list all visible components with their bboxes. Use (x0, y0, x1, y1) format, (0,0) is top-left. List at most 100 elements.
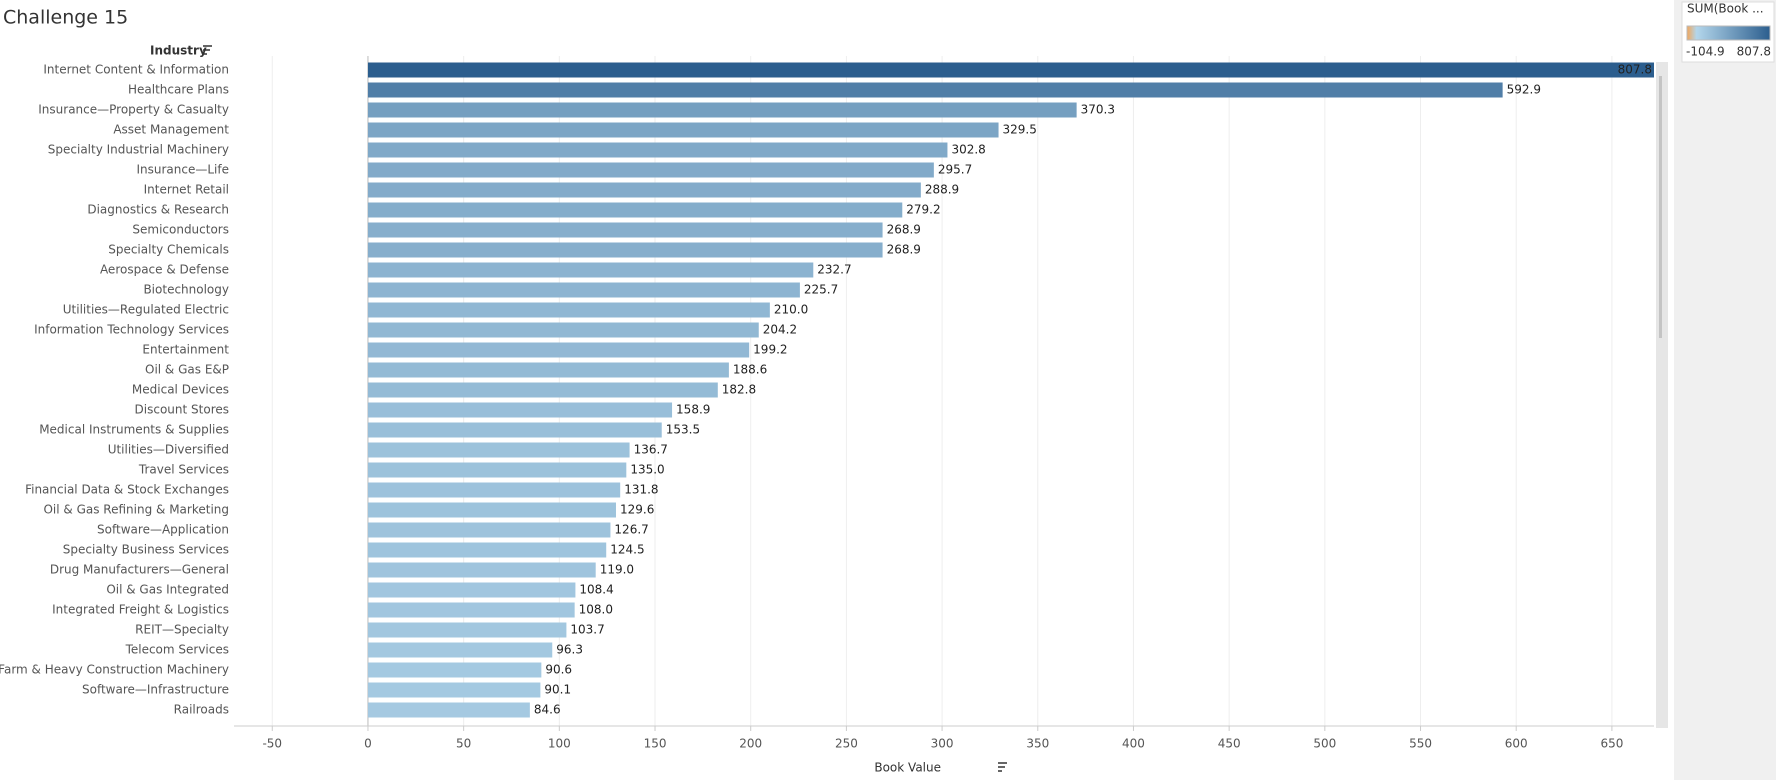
value-label: 108.4 (579, 583, 613, 597)
value-label: 96.3 (556, 643, 583, 657)
y-tick-label: Internet Retail (144, 183, 229, 197)
x-axis-title: Book Value (874, 761, 941, 775)
plot-area (367, 62, 1654, 718)
side-panel (1674, 0, 1776, 780)
x-tick-label: 550 (1409, 737, 1432, 751)
value-label: 807.8 (1618, 63, 1652, 77)
value-label: 124.5 (610, 543, 644, 557)
y-tick-label: Farm & Heavy Construction Machinery (0, 663, 229, 677)
value-label: 199.2 (753, 343, 787, 357)
y-tick-label: Software—Infrastructure (82, 683, 229, 697)
y-tick-label: Utilities—Regulated Electric (63, 303, 229, 317)
bar (367, 482, 621, 498)
bar (367, 402, 673, 418)
value-label: 182.8 (722, 383, 756, 397)
x-tick-label: -50 (262, 737, 282, 751)
value-label: 268.9 (887, 223, 921, 237)
bar (367, 422, 662, 438)
y-tick-label: Biotechnology (143, 283, 229, 297)
value-label: 302.8 (951, 143, 985, 157)
value-label: 295.7 (938, 163, 972, 177)
legend-ramp (1686, 25, 1771, 41)
bar (367, 562, 596, 578)
value-label: 279.2 (906, 203, 940, 217)
y-tick-label: Aerospace & Defense (100, 263, 229, 277)
x-tick-label: 100 (548, 737, 571, 751)
x-tick-label: 50 (456, 737, 471, 751)
value-label: 153.5 (666, 423, 700, 437)
bar (367, 302, 770, 318)
bar (367, 682, 541, 698)
x-tick-label: 300 (931, 737, 954, 751)
bar (367, 622, 567, 638)
bar (367, 502, 616, 518)
bar (367, 702, 530, 718)
y-tick-label: Specialty Industrial Machinery (48, 143, 229, 157)
y-tick-label: Entertainment (142, 343, 229, 357)
x-tick-label: 450 (1218, 737, 1241, 751)
value-label: 188.6 (733, 363, 767, 377)
value-label: 370.3 (1081, 103, 1115, 117)
value-label: 119.0 (600, 563, 634, 577)
value-label: 84.6 (534, 703, 561, 717)
x-tick-label: 500 (1313, 737, 1336, 751)
y-tick-label: Railroads (174, 703, 229, 717)
x-tick-label: 400 (1122, 737, 1145, 751)
value-label: 592.9 (1507, 83, 1541, 97)
y-tick-label: Oil & Gas E&P (145, 363, 229, 377)
y-tick-label: Medical Devices (132, 383, 229, 397)
bar (367, 142, 948, 158)
x-tick-label: 250 (835, 737, 858, 751)
y-tick-label: Insurance—Property & Casualty (38, 103, 229, 117)
x-tick-label: 0 (364, 737, 372, 751)
legend-title: SUM(Book ... (1687, 2, 1764, 16)
scroll-thumb[interactable] (1659, 76, 1662, 338)
value-label: 158.9 (676, 403, 710, 417)
x-tick-label: 200 (739, 737, 762, 751)
bar (367, 202, 903, 218)
y-tick-label: Drug Manufacturers—General (50, 563, 229, 577)
y-tick-label: Internet Content & Information (43, 63, 229, 77)
x-tick-label: 600 (1505, 737, 1528, 751)
y-tick-label: Information Technology Services (34, 323, 229, 337)
y-tick-label: Utilities—Diversified (108, 443, 229, 457)
y-tick-label: Oil & Gas Refining & Marketing (43, 503, 229, 517)
y-tick-label: Financial Data & Stock Exchanges (25, 483, 229, 497)
legend-max: 807.8 (1737, 45, 1771, 59)
y-tick-label: Telecom Services (125, 643, 229, 657)
y-tick-label: Specialty Business Services (63, 543, 229, 557)
bar (367, 362, 729, 378)
y-tick-label: Specialty Chemicals (108, 243, 229, 257)
title: Challenge 15 (3, 7, 128, 29)
value-label: 135.0 (630, 463, 664, 477)
y-tick-label: Asset Management (113, 123, 229, 137)
bar (367, 182, 921, 198)
x-sort-icon[interactable] (998, 762, 1007, 772)
bar (367, 542, 607, 558)
value-label: 131.8 (624, 483, 658, 497)
bar (367, 662, 542, 678)
bar (367, 162, 934, 178)
value-label: 204.2 (763, 323, 797, 337)
bar (367, 102, 1077, 118)
y-tick-label: Healthcare Plans (128, 83, 229, 97)
bar (367, 462, 627, 478)
y-tick-label: Oil & Gas Integrated (106, 583, 229, 597)
x-tick-label: 650 (1600, 737, 1623, 751)
value-label: 136.7 (634, 443, 668, 457)
bar (367, 122, 999, 138)
bar (367, 602, 575, 618)
bar (367, 82, 1503, 98)
sort-icon[interactable] (203, 45, 212, 55)
y-tick-label: Insurance—Life (136, 163, 229, 177)
y-tick-label: Integrated Freight & Logistics (52, 603, 229, 617)
value-label: 210.0 (774, 303, 808, 317)
value-label: 90.6 (545, 663, 572, 677)
value-label: 225.7 (804, 283, 838, 297)
value-label: 232.7 (817, 263, 851, 277)
legend-min: -104.9 (1686, 45, 1725, 59)
x-tick-label: 150 (644, 737, 667, 751)
value-label: 90.1 (544, 683, 571, 697)
y-tick-label: REIT—Specialty (135, 623, 229, 637)
y-tick-label: Diagnostics & Research (87, 203, 229, 217)
